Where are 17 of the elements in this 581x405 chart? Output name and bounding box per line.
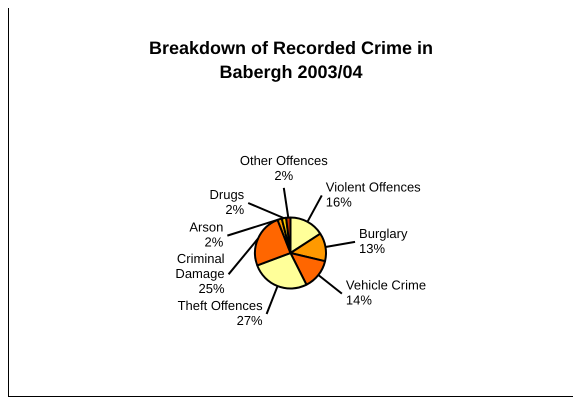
data-label: 16% [326, 194, 352, 210]
data-label: 25% [198, 280, 225, 296]
data-label: 2% [225, 202, 245, 218]
slice-label: Vehicle Crime [346, 278, 426, 293]
data-label: 2% [274, 168, 294, 183]
slice-label: Drugs [210, 187, 245, 202]
slice-label: Criminal Damage [175, 250, 225, 281]
slice-label: Other Offences [240, 152, 328, 168]
slice-label: Burglary [359, 226, 408, 241]
slice-label: Violent Offences [326, 180, 422, 195]
data-label: 2% [204, 234, 224, 250]
chart-title: Breakdown of Recorded Crime in Babergh 2003/04 [148, 37, 434, 84]
data-label: 27% [236, 313, 264, 328]
data-label: 14% [346, 292, 372, 308]
slice-label: Arson [189, 220, 224, 235]
data-label: 13% [359, 240, 386, 256]
slice-label: Theft Offences [178, 298, 264, 314]
